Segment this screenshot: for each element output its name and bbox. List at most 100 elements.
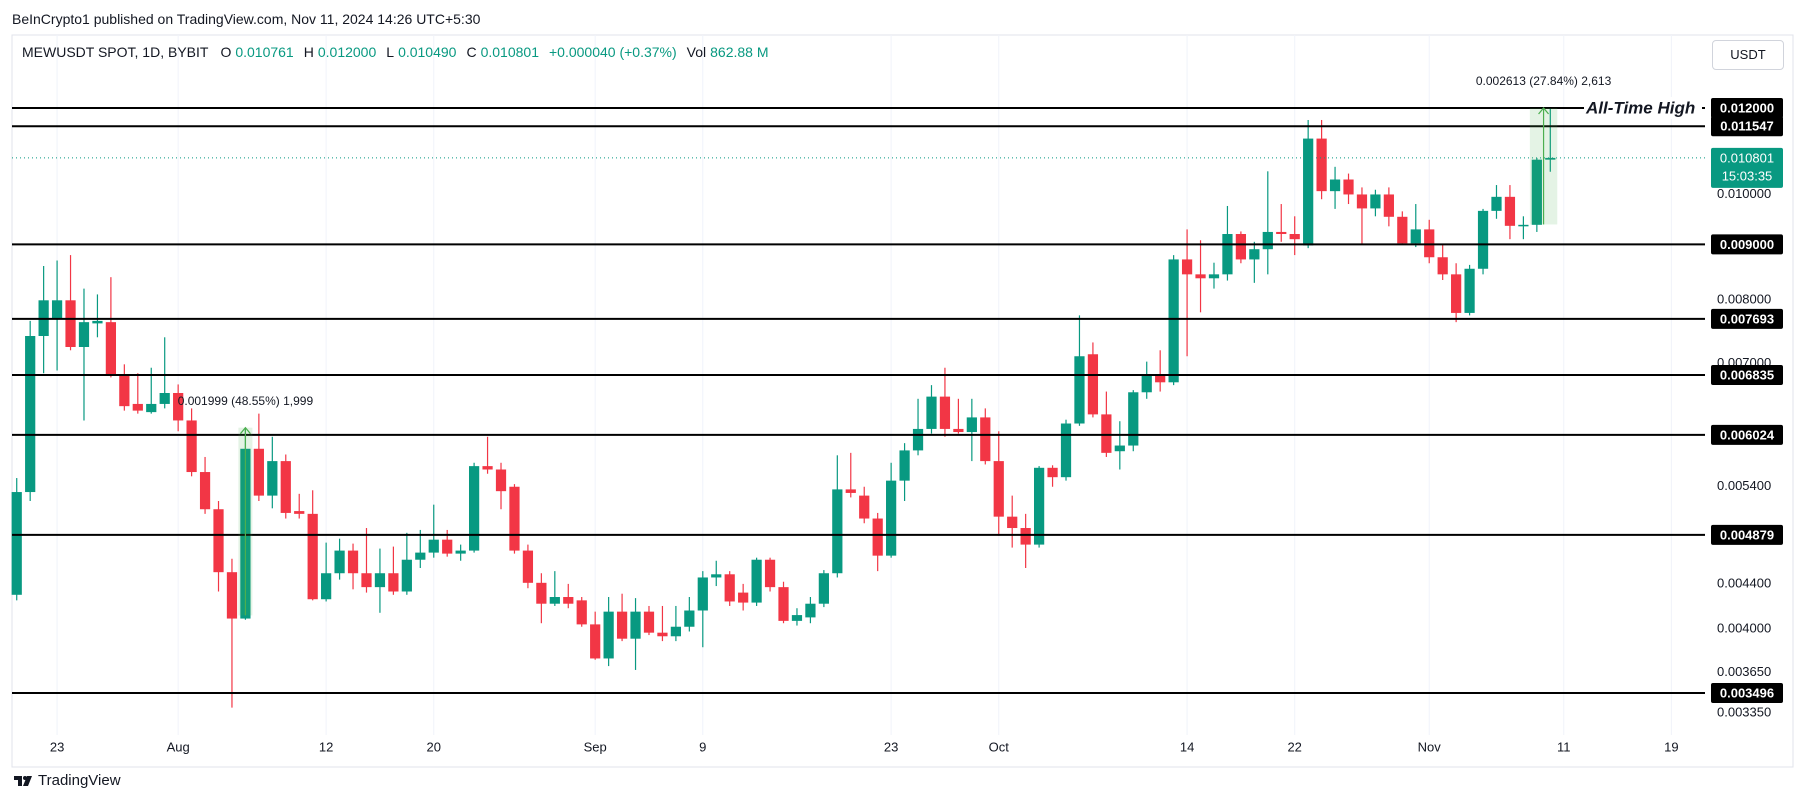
candle-body <box>1235 234 1247 260</box>
candle-body <box>872 518 883 556</box>
candle-body <box>522 550 534 583</box>
level-label-box <box>1711 97 1783 118</box>
y-tick-label: 0.004000 <box>1717 621 1771 636</box>
candle-body <box>953 428 964 433</box>
candle-body <box>926 396 937 429</box>
candle-body <box>1007 516 1018 529</box>
candle-body <box>657 632 668 637</box>
y-tick-label: 0.004400 <box>1717 575 1771 590</box>
candle-body <box>1424 229 1435 258</box>
candle-body <box>1464 268 1475 313</box>
candle-body <box>146 403 157 413</box>
candle-body <box>859 495 870 519</box>
footer: TradingView <box>14 772 121 789</box>
candle-body <box>899 450 910 481</box>
candle-body <box>1155 375 1166 383</box>
candle-body <box>1208 274 1220 279</box>
x-tick-label: Oct <box>989 739 1010 754</box>
candle-body <box>939 396 951 429</box>
candle-body <box>980 417 991 462</box>
candle-body <box>186 420 197 473</box>
candle-body <box>536 582 547 604</box>
candle-body <box>374 573 386 588</box>
candle-body <box>1060 423 1072 478</box>
candle-body <box>199 472 211 510</box>
y-tick-label: 0.003650 <box>1717 664 1771 679</box>
level-label-box <box>1711 116 1783 137</box>
last-price-label: 0.010801 <box>1720 150 1774 165</box>
level-label: 0.004879 <box>1720 527 1774 542</box>
candle-body <box>1074 356 1085 424</box>
level-label: 0.009000 <box>1720 237 1774 252</box>
candle-body <box>576 600 587 625</box>
x-tick-label: 20 <box>427 739 441 754</box>
candle-body <box>1531 159 1542 225</box>
symbol: MEWUSDT SPOT, 1D, BYBIT <box>22 44 209 60</box>
candle-body <box>697 577 708 611</box>
candle-body <box>1033 467 1045 545</box>
ohlc-key: C <box>466 44 477 60</box>
candle-body <box>11 492 22 595</box>
candle-body <box>388 573 399 592</box>
candle-body <box>1262 231 1273 250</box>
candle-body <box>307 513 318 600</box>
candle-body <box>468 466 480 551</box>
logo <box>14 775 32 786</box>
candle-body <box>670 626 682 637</box>
candle-body <box>1370 194 1381 209</box>
candle-body <box>1303 138 1314 246</box>
measure-label: 0.002613 (27.84%) 2,613 <box>1476 74 1612 88</box>
level-label: 0.011547 <box>1720 119 1774 134</box>
candle-body <box>1491 196 1502 211</box>
candle-body <box>1087 354 1099 415</box>
x-tick-label: 12 <box>319 739 333 754</box>
level-label-box <box>1711 308 1783 329</box>
candle-body <box>1168 259 1179 383</box>
candle-body <box>805 603 816 618</box>
candle-body <box>630 611 641 639</box>
ohlc-key: O <box>220 44 232 60</box>
level-label-box <box>1711 424 1783 445</box>
candle-body <box>1545 157 1556 160</box>
candle-body <box>1289 234 1300 240</box>
level-label: 0.006024 <box>1720 427 1775 442</box>
credit: BeInCrypto1 published on TradingView.com… <box>12 11 481 27</box>
candle-body <box>159 392 170 404</box>
ohlc-value: 0.010490 <box>398 44 457 60</box>
candle-body <box>495 469 507 492</box>
measure-arrow-head <box>1538 107 1550 115</box>
candle-body <box>51 300 63 319</box>
candle-body <box>549 597 560 604</box>
candle-body <box>509 486 520 551</box>
candle-body <box>173 392 184 421</box>
ohlc-value: 0.010761 <box>235 44 294 60</box>
candle-body <box>25 336 36 493</box>
annotation-bg <box>1584 96 1702 119</box>
volume: 862.88 M <box>710 44 769 60</box>
candle-body <box>442 539 453 554</box>
candle-body <box>1114 445 1125 452</box>
candle-body <box>1356 194 1368 209</box>
candle-body <box>1316 138 1327 192</box>
candle-body <box>1504 196 1516 226</box>
candle-body <box>603 611 614 659</box>
vol-key: Vol <box>686 44 707 60</box>
overlay: 0.0100000.0080000.0070000.0054000.004400… <box>12 74 1783 754</box>
candle-body <box>482 466 493 470</box>
ohlc-value: 0.010801 <box>480 44 539 60</box>
candle-body <box>92 320 103 324</box>
currency-button[interactable]: USDT <box>1712 40 1784 70</box>
level-label-box <box>1711 234 1783 255</box>
candle-body <box>415 552 426 560</box>
candle-body <box>738 592 749 603</box>
x-tick-label: 22 <box>1287 739 1301 754</box>
x-tick-label: 9 <box>699 739 706 754</box>
candle-body <box>253 448 264 496</box>
symbol-header: MEWUSDT SPOT, 1D, BYBIT O 0.010761 H 0.012… <box>22 44 775 60</box>
candle-body <box>711 574 722 578</box>
x-tick-label: Nov <box>1418 739 1442 754</box>
level-label-box <box>1711 524 1783 545</box>
candle-body <box>1477 210 1489 269</box>
candle-body <box>226 572 238 619</box>
candle-body <box>105 322 117 376</box>
